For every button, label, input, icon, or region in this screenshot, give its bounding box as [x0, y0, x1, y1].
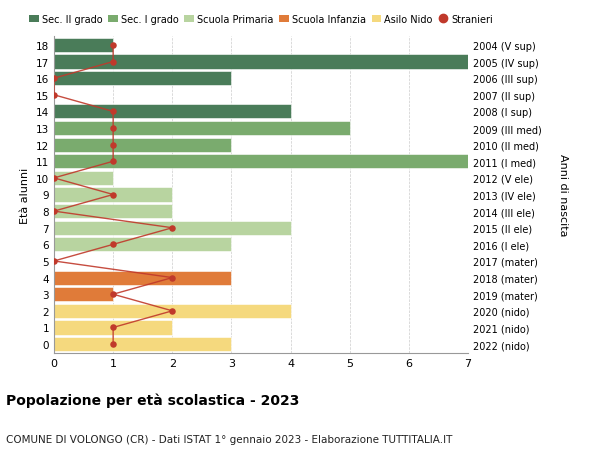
- Point: [49, 75, 59, 83]
- Point: [167, 224, 177, 232]
- Bar: [54, 205, 172, 218]
- Bar: [54, 321, 172, 335]
- Point: [109, 291, 118, 298]
- Point: [49, 258, 59, 265]
- Bar: [54, 56, 468, 69]
- Point: [109, 142, 118, 149]
- Point: [49, 92, 59, 99]
- Point: [109, 158, 118, 166]
- Text: Popolazione per età scolastica - 2023: Popolazione per età scolastica - 2023: [6, 392, 299, 407]
- Bar: [54, 39, 113, 53]
- Bar: [54, 271, 232, 285]
- Bar: [54, 221, 290, 235]
- Bar: [54, 172, 113, 185]
- Bar: [54, 304, 290, 318]
- Point: [109, 125, 118, 132]
- Point: [109, 191, 118, 199]
- Point: [167, 308, 177, 315]
- Point: [109, 324, 118, 331]
- Bar: [54, 188, 172, 202]
- Bar: [54, 155, 468, 169]
- Bar: [54, 138, 232, 152]
- Y-axis label: Anni di nascita: Anni di nascita: [558, 154, 568, 236]
- Point: [109, 59, 118, 66]
- Bar: [54, 238, 232, 252]
- Bar: [54, 287, 113, 302]
- Bar: [54, 105, 290, 119]
- Bar: [54, 122, 350, 136]
- Point: [109, 108, 118, 116]
- Point: [109, 42, 118, 50]
- Text: COMUNE DI VOLONGO (CR) - Dati ISTAT 1° gennaio 2023 - Elaborazione TUTTITALIA.IT: COMUNE DI VOLONGO (CR) - Dati ISTAT 1° g…: [6, 434, 452, 444]
- Point: [109, 241, 118, 248]
- Point: [109, 341, 118, 348]
- Point: [167, 274, 177, 282]
- Bar: [54, 337, 232, 351]
- Legend: Sec. II grado, Sec. I grado, Scuola Primaria, Scuola Infanzia, Asilo Nido, Stran: Sec. II grado, Sec. I grado, Scuola Prim…: [25, 11, 497, 29]
- Y-axis label: Età alunni: Età alunni: [20, 167, 31, 223]
- Point: [49, 175, 59, 182]
- Point: [49, 208, 59, 215]
- Bar: [54, 72, 232, 86]
